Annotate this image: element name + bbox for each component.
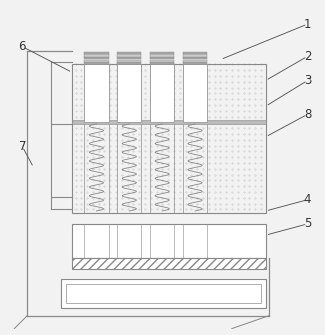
Bar (72, 64, 266, 213)
Bar (117, 54, 141, 57)
Bar (72, 258, 266, 269)
Bar (117, 62, 141, 64)
Bar (84, 57, 109, 59)
Text: 7: 7 (19, 140, 26, 153)
Text: 2: 2 (304, 50, 311, 63)
Bar (150, 62, 174, 64)
Bar (117, 60, 141, 62)
Bar (72, 120, 266, 124)
Bar (117, 52, 141, 54)
Bar (66, 283, 261, 303)
Bar (84, 64, 109, 122)
Text: 6: 6 (19, 40, 26, 53)
Text: 1: 1 (304, 18, 311, 30)
Bar (117, 57, 141, 59)
Bar (150, 52, 174, 54)
Bar (84, 60, 109, 62)
Bar (183, 52, 207, 54)
Bar (84, 62, 109, 64)
Bar (183, 54, 207, 57)
Bar (117, 64, 141, 122)
Bar (84, 52, 109, 54)
Text: 8: 8 (304, 108, 311, 121)
Bar (183, 62, 207, 64)
Bar (150, 57, 174, 59)
Text: 3: 3 (304, 74, 311, 87)
Bar (183, 57, 207, 59)
Bar (84, 54, 109, 57)
Bar (150, 60, 174, 62)
Bar (183, 64, 207, 122)
Bar (72, 224, 266, 258)
Bar (150, 54, 174, 57)
Bar (183, 60, 207, 62)
Bar (150, 64, 174, 122)
Text: 4: 4 (304, 193, 311, 206)
Text: 5: 5 (304, 217, 311, 230)
Bar (61, 279, 266, 308)
